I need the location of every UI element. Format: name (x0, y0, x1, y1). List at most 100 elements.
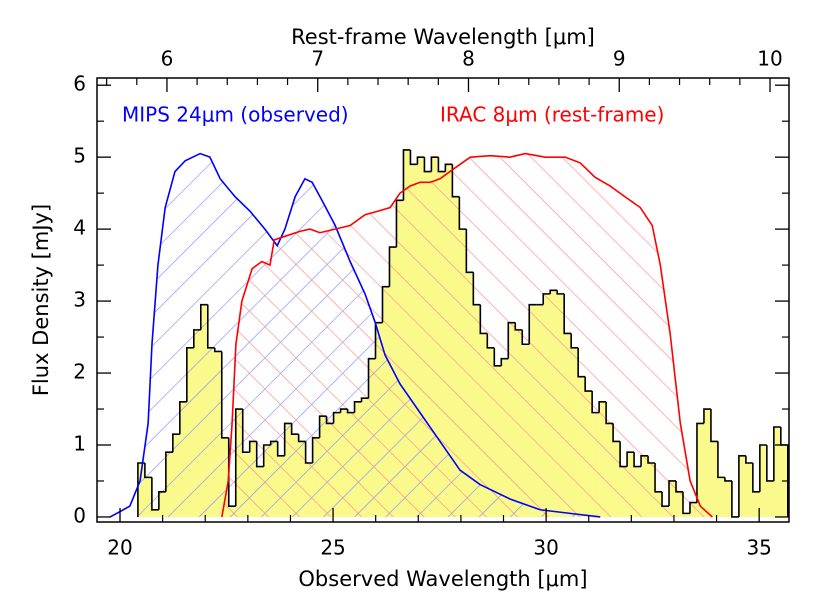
histogram-step (570, 333, 579, 349)
histogram-step (269, 440, 278, 446)
histogram-step (486, 333, 495, 349)
histogram-step (584, 376, 593, 392)
y-axis-title: Flux Density [mJy] (29, 204, 53, 396)
histogram-step (388, 246, 397, 287)
histogram-step (220, 351, 229, 439)
histogram-step (402, 149, 411, 201)
histogram-step (325, 416, 334, 425)
histogram-step (158, 490, 166, 510)
histogram-step (332, 411, 341, 424)
histogram-step (416, 156, 425, 165)
x2-axis-title: Rest-frame Wavelength [μm] (291, 25, 595, 49)
plot-area (109, 149, 789, 518)
x-tick-label: 30 (533, 536, 558, 560)
histogram-step (262, 444, 271, 467)
histogram-step (297, 434, 306, 443)
histogram-step (172, 433, 180, 453)
plot-frame (96, 77, 790, 523)
histogram-step (752, 462, 760, 493)
histogram-step (633, 452, 642, 468)
histogram-step (283, 422, 292, 456)
histogram-step (227, 437, 236, 507)
histogram-step (696, 422, 704, 503)
filter-curve (221, 152, 713, 518)
histogram-step (200, 303, 208, 330)
x-tick-label: 25 (320, 536, 345, 560)
histogram-step (500, 357, 509, 366)
histogram-step (612, 423, 621, 443)
histogram-step (675, 480, 683, 493)
histogram-step (654, 462, 663, 493)
histogram-step (248, 440, 257, 453)
histogram-step (773, 426, 781, 481)
histogram-step (682, 491, 690, 515)
histogram-step (479, 304, 488, 335)
y-tick-label: 5 (73, 144, 86, 168)
histogram-step (591, 391, 600, 414)
histogram-step (458, 196, 467, 230)
y-tick-label: 0 (73, 503, 86, 527)
histogram-step (724, 477, 732, 482)
histogram-step (605, 401, 614, 425)
histogram-step (738, 454, 746, 517)
bar (710, 441, 719, 517)
histogram-step (710, 409, 718, 443)
histogram-step (360, 397, 369, 402)
bar (738, 455, 747, 517)
histogram-step (151, 477, 159, 511)
histogram-step (766, 445, 774, 482)
x-tick-label: 35 (746, 536, 771, 560)
histogram-step (703, 408, 711, 424)
histogram-step (395, 199, 404, 248)
histogram-step (367, 357, 376, 399)
x2-tick-label: 10 (757, 47, 782, 71)
histogram-step (493, 347, 502, 367)
histogram-step (339, 408, 348, 413)
histogram-step (381, 285, 390, 323)
histogram-step (444, 163, 453, 172)
histogram-step (290, 423, 299, 436)
bar (759, 445, 768, 517)
histogram-step (430, 156, 439, 172)
y-tick-label: 6 (73, 72, 86, 96)
bar (696, 423, 705, 517)
histogram-step (577, 347, 586, 378)
histogram-step (661, 491, 670, 507)
x2-tick-label: 6 (161, 47, 174, 71)
histogram-step (528, 303, 537, 345)
histogram-step (759, 444, 767, 492)
histogram-step (206, 304, 215, 349)
histogram-step (437, 157, 446, 173)
histogram-step (193, 329, 201, 348)
histogram-step (423, 157, 432, 173)
x-axis-title: Observed Wavelength [μm] (298, 567, 587, 591)
x2-tick-label: 8 (462, 47, 475, 71)
legend-label: MIPS 24μm (observed) (122, 103, 349, 127)
histogram-step (514, 322, 523, 331)
histogram-step (472, 272, 481, 306)
bar (752, 491, 761, 517)
histogram-step (304, 441, 313, 464)
filter-curve (109, 152, 601, 518)
histogram-step (276, 441, 285, 457)
histogram-step (717, 441, 725, 479)
histogram-step (465, 229, 474, 274)
bar (703, 409, 712, 517)
histogram-step (451, 164, 460, 198)
histogram-step (668, 480, 676, 507)
histogram-step (626, 451, 635, 467)
bar (717, 477, 726, 517)
y-tick-label: 1 (73, 432, 86, 456)
histogram-step (598, 401, 607, 413)
histogram-step (346, 409, 355, 414)
histogram-step (731, 480, 739, 518)
histogram-step (619, 441, 628, 468)
histogram-step (507, 321, 516, 359)
histogram-step (144, 462, 152, 479)
histogram-step (318, 415, 327, 438)
bar (724, 480, 733, 517)
histogram-step (556, 290, 565, 295)
histogram-step (186, 347, 194, 402)
x-tick-label: 20 (107, 536, 132, 560)
